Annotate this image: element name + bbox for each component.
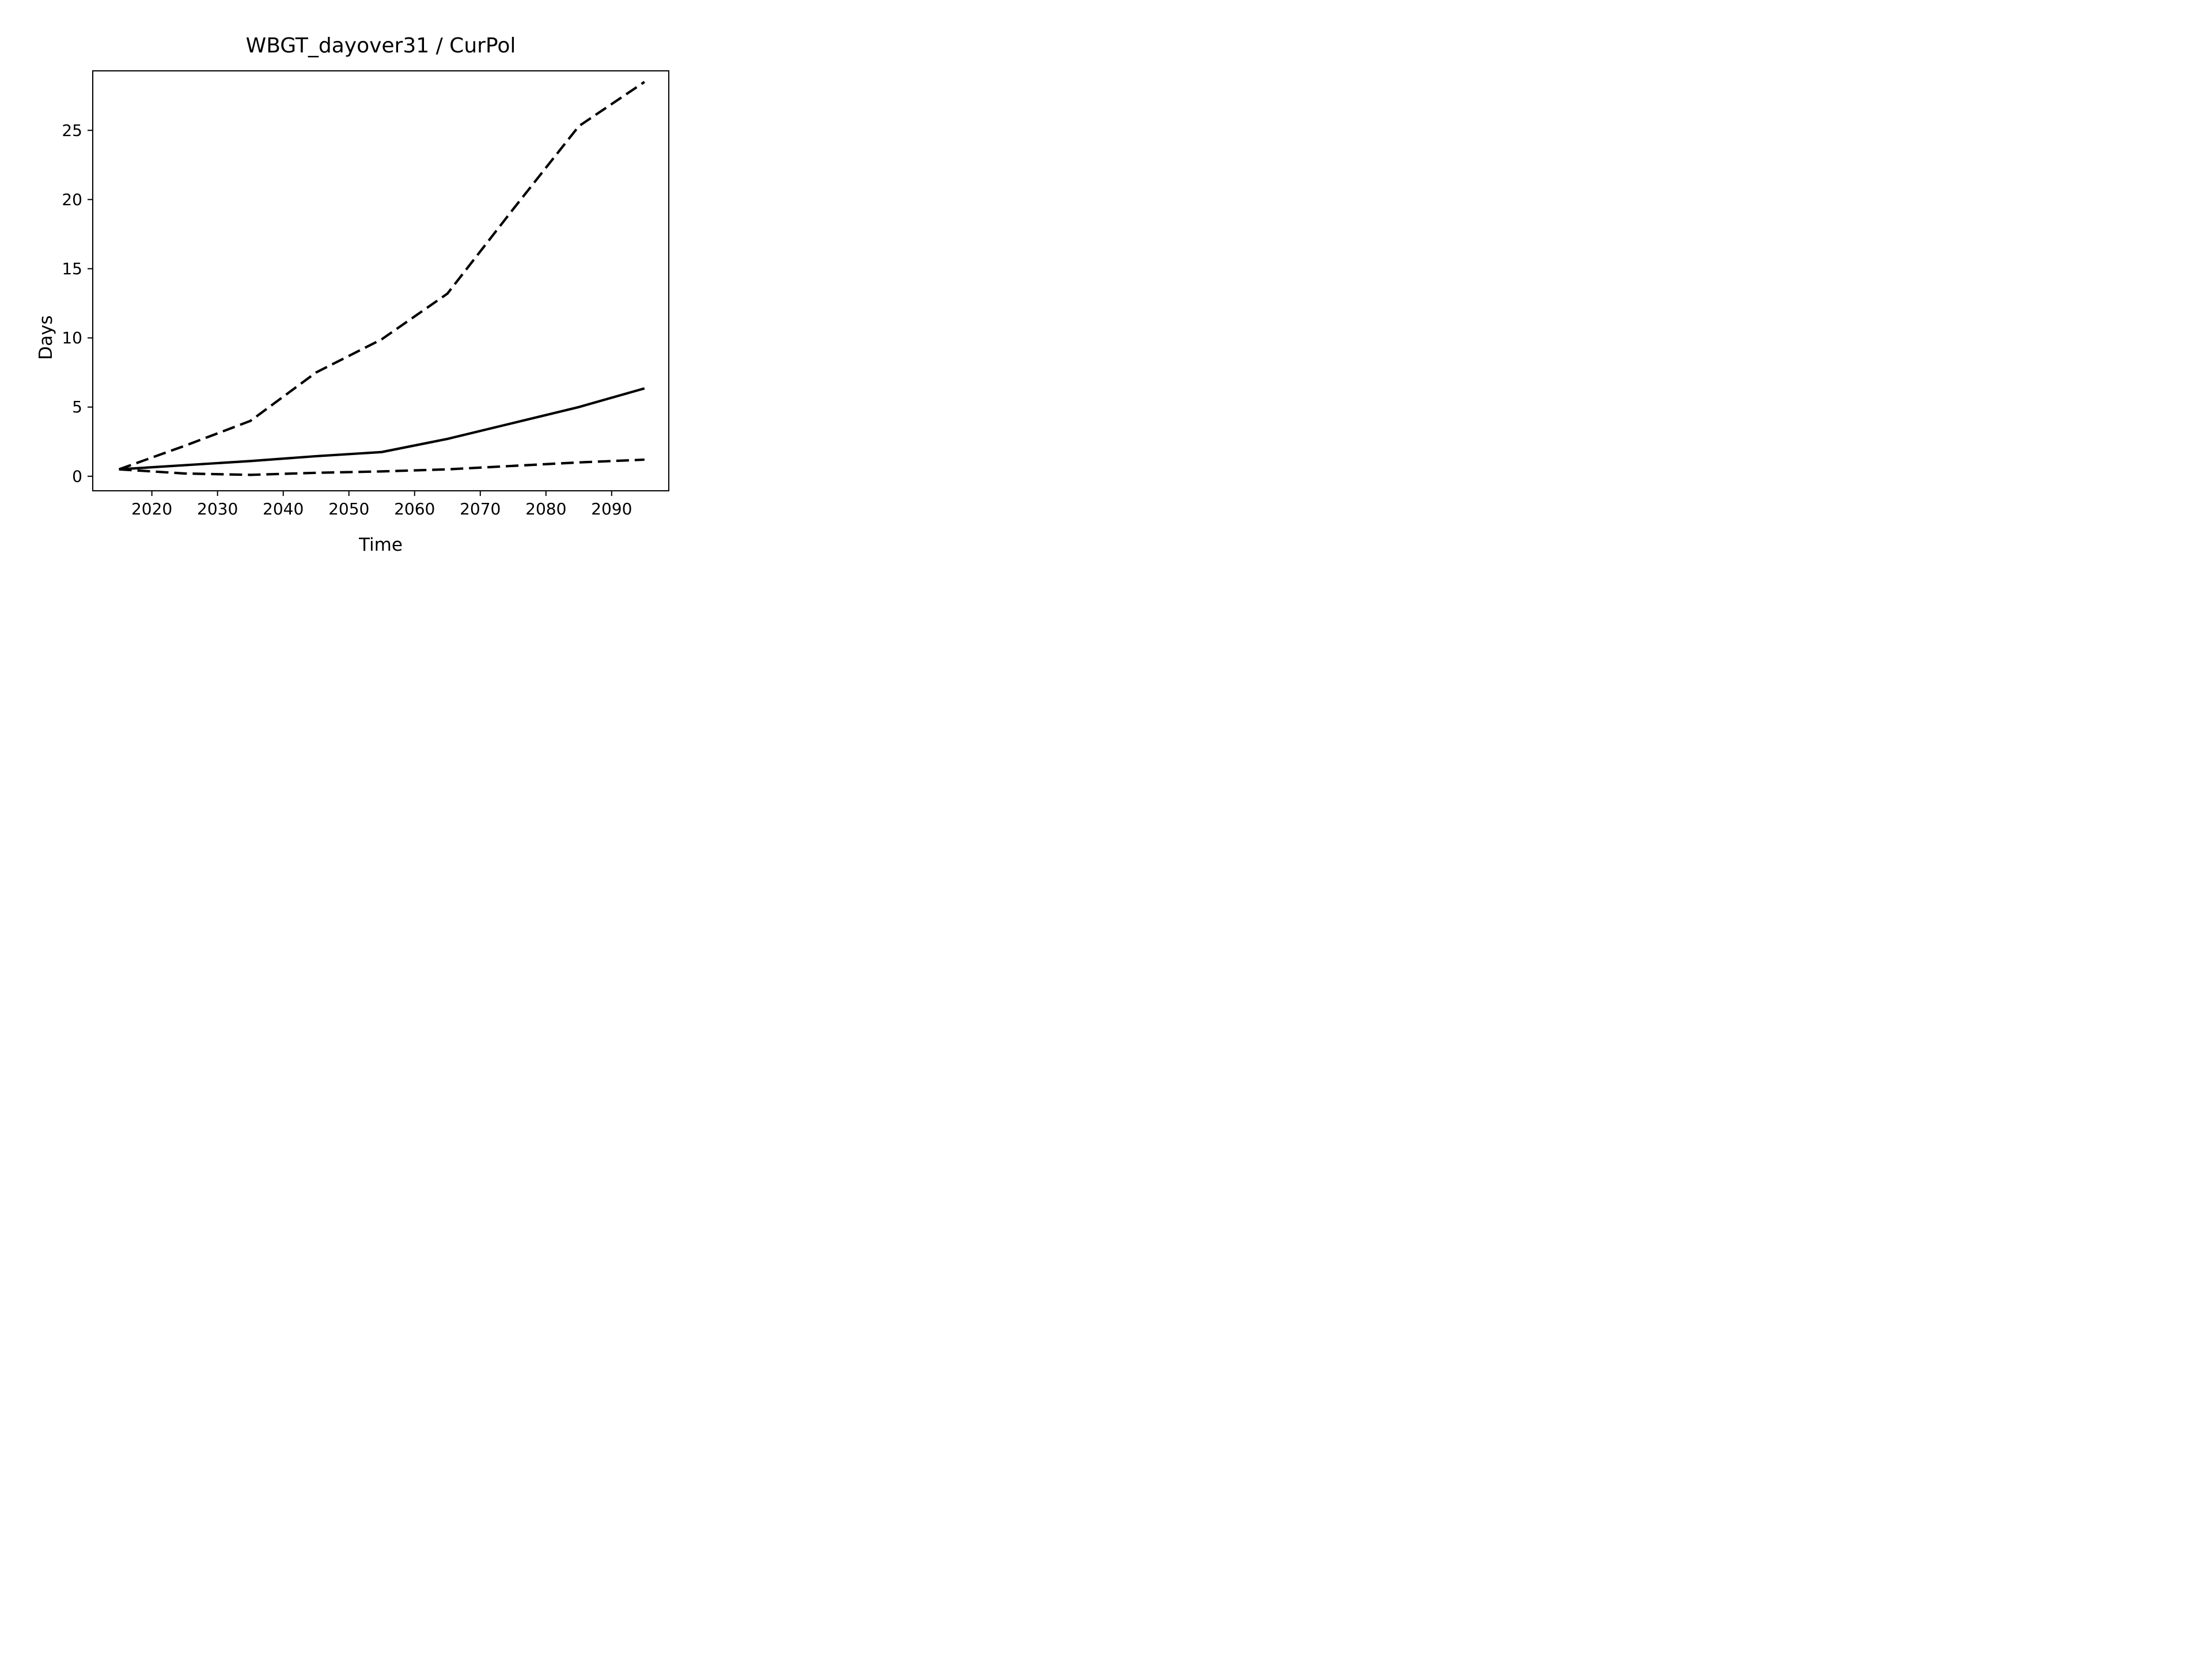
y-axis-label: Days [36, 315, 56, 360]
plot-area: 2020 2030 2040 2050 2060 2070 2080 2090 0 5 10 15 20… [62, 70, 669, 518]
y-tick-label: 15 [62, 259, 82, 278]
solid-line [119, 387, 645, 471]
chart-title: WBGT_dayover31 / CurPol [245, 34, 516, 58]
x-tick-label: 2070 [460, 499, 501, 518]
x-tick-label: 2020 [131, 499, 172, 518]
y-tick-label: 5 [72, 397, 82, 416]
lower-dashed-line [119, 458, 645, 476]
y-tick-label: 10 [62, 328, 82, 347]
x-tick-label: 2040 [263, 499, 304, 518]
y-tick-label: 25 [62, 121, 82, 140]
x-tick-label: 2080 [525, 499, 566, 518]
x-tick-label: 2030 [197, 499, 238, 518]
upper-dashed-line [118, 81, 645, 471]
x-tick-label: 2060 [394, 499, 435, 518]
y-tick-label: 0 [72, 467, 82, 486]
x-tick-label: 2090 [591, 499, 632, 518]
x-axis-label: Time [359, 535, 403, 553]
x-tick-label: 2050 [328, 499, 369, 518]
figure: WBGT_dayover31 / CurPol 2020 2030 2040 2050… [0, 0, 737, 553]
y-tick-label: 20 [62, 190, 82, 209]
axes-frame [92, 70, 669, 491]
